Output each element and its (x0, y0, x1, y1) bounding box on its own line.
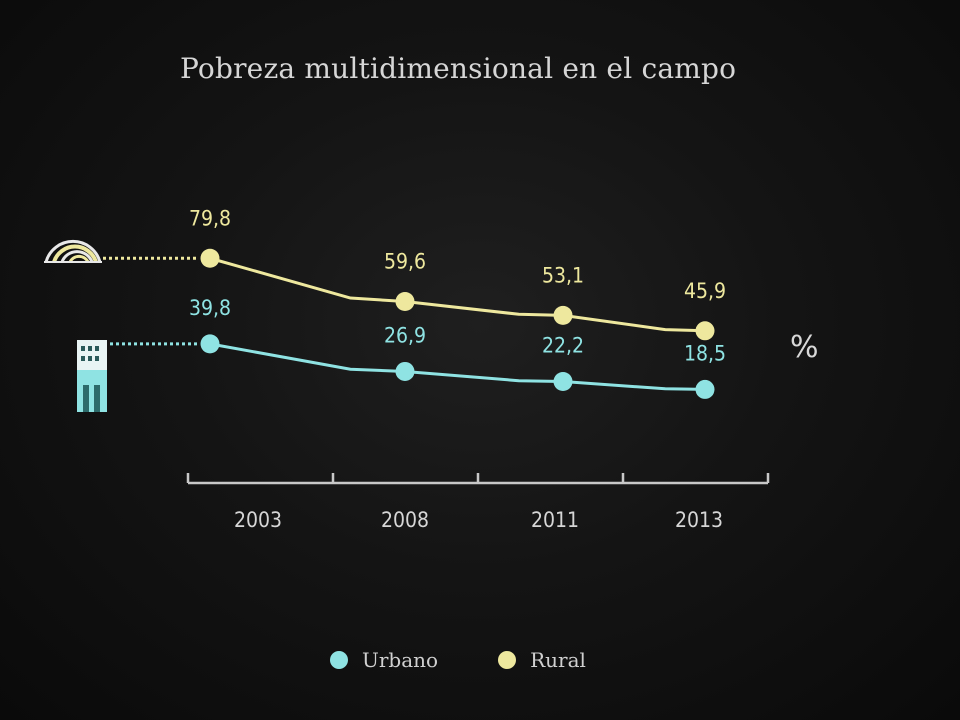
rural-point-2008 (395, 291, 415, 311)
urbano-point-2003 (200, 334, 220, 354)
legend-swatch-rural (498, 651, 517, 669)
rural-series-line (209, 256, 706, 333)
legend-item-urbano: Urbano (330, 648, 438, 672)
urbano-data-label-2008: 26,9 (384, 323, 426, 347)
legend-label-urbano: Urbano (362, 648, 439, 672)
x-tick-label-2013: 2013 (675, 508, 723, 532)
urbano-point-2008 (395, 361, 415, 381)
rural-data-label-2013: 45,9 (684, 279, 726, 303)
rural-point-2013 (695, 321, 715, 341)
rural-data-label-2008: 59,6 (384, 249, 426, 273)
rural-data-label-2003: 79,8 (189, 206, 231, 230)
urbano-data-label-2003: 39,8 (189, 296, 231, 320)
legend-label-rural: Rural (530, 648, 586, 672)
urbano-data-label-2011: 22,2 (542, 334, 584, 358)
unit-label: % (790, 330, 819, 365)
rural-point-2003 (200, 248, 220, 268)
legend-swatch-urbano (330, 651, 348, 669)
x-tick-label-2003: 2003 (234, 508, 282, 532)
urbano-series-line (209, 342, 706, 391)
urbano-data-label-2013: 18,5 (684, 341, 726, 365)
rural-field-icon (44, 239, 102, 263)
rural-data-label-2011: 53,1 (542, 263, 584, 287)
urbano-point-2011 (553, 372, 573, 392)
legend: Urbano Rural (330, 648, 646, 672)
legend-item-rural: Rural (498, 648, 586, 672)
urbano-point-2013 (695, 379, 715, 399)
chart-title: Pobreza multidimensional en el campo (180, 52, 737, 85)
rural-point-2011 (553, 305, 573, 325)
x-tick-label-2011: 2011 (531, 508, 579, 532)
x-tick-label-2008: 2008 (381, 508, 429, 532)
building-icon (77, 340, 107, 412)
